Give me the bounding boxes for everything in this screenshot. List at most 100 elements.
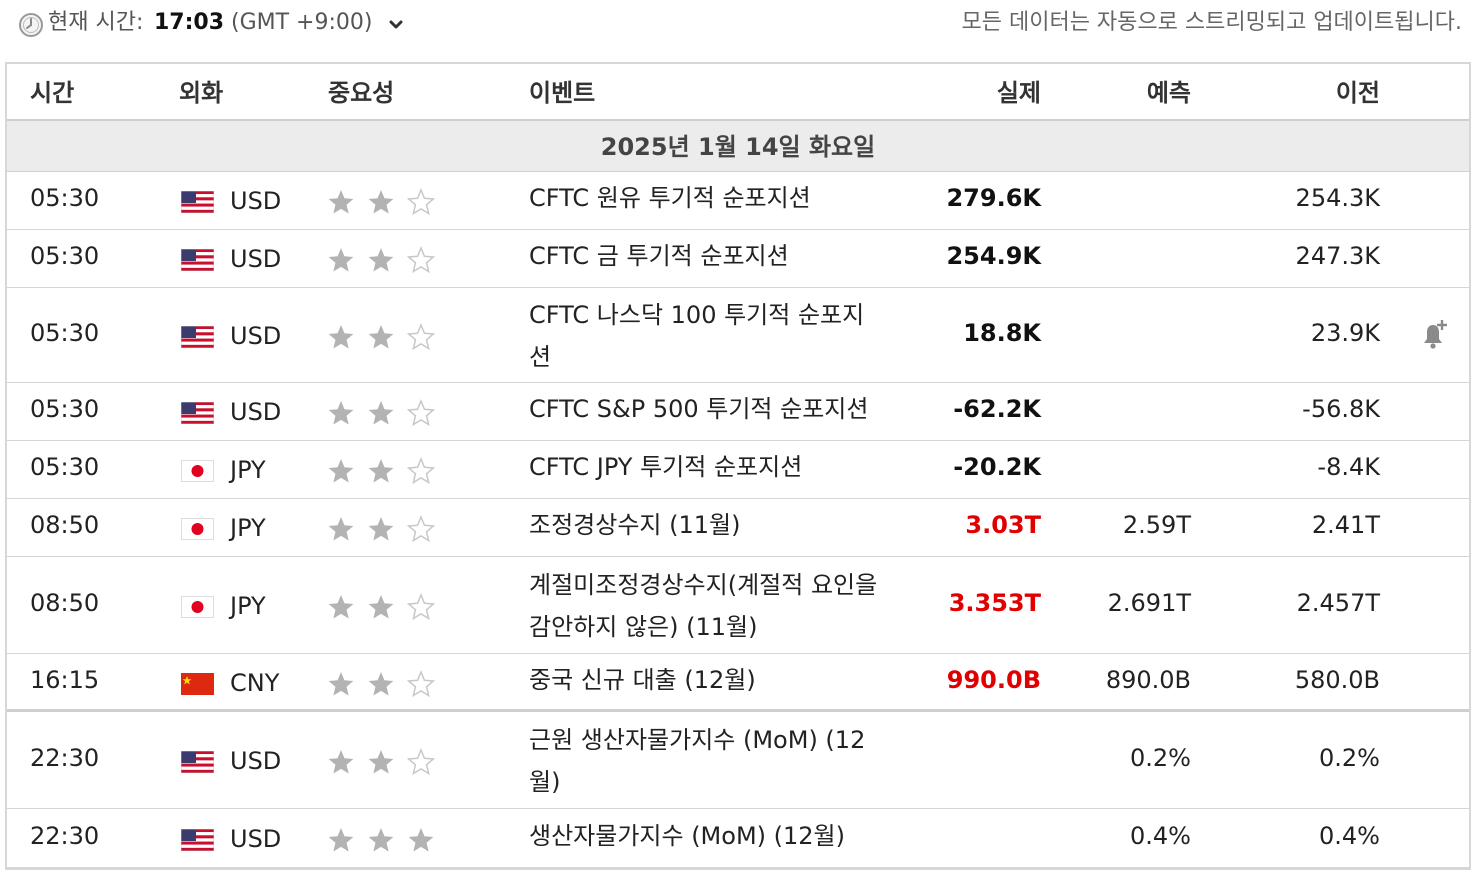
table-row[interactable]: 08:50 JPY 조정경상수지 (11월) 3.03T 2.59T 2.41T [7,499,1469,557]
star-filled-icon [328,190,354,214]
table-row[interactable]: 22:30 USD 근원 생산자물가지수 (MoM) (12 월) 0.2% 0.2% [7,712,1469,809]
table-row[interactable]: 05:30 USD CFTC 원유 투기적 순포지션 279.6K 254.3K [7,172,1469,230]
col-header-forecast[interactable]: 예측 [1146,79,1191,107]
current-time-label: 현재 시간: [48,10,144,35]
star-empty-icon [406,747,436,775]
event-name[interactable]: CFTC S&P 500 투기적 순포지션 [529,395,869,423]
star-filled-icon [328,401,354,425]
event-time: 16:15 [30,666,100,694]
table-row[interactable]: 05:30 USD CFTC S&P 500 투기적 순포지션 -62.2K -56.8… [7,383,1469,441]
actual-value: 254.9K [946,242,1041,270]
star-filled-icon [408,827,434,852]
event-name[interactable]: 조정경상수지 (11월) [529,511,741,539]
table-row[interactable]: 05:30 USD CFTC 나스닥 100 투기적 순포지 션 18.8K 23.9K [7,288,1469,383]
event-name[interactable]: CFTC JPY 투기적 순포지션 [529,453,803,481]
actual-value: 990.0B [946,666,1041,694]
currency-code: JPY [230,514,266,542]
event-time: 05:30 [30,242,100,270]
table-header: 시간 외화 중요성 이벤트 실제 예측 이전 [7,64,1469,121]
actual-value: -62.2K [953,395,1041,423]
star-filled-icon [368,594,394,619]
day-header-label: 2025년 1월 14일 화요일 [600,133,876,161]
event-name[interactable]: CFTC 원유 투기적 순포지션 [529,184,811,212]
importance-stars [326,592,436,623]
event-name[interactable]: CFTC 금 투기적 순포지션 [529,242,789,270]
importance-stars [326,670,436,700]
actual-value: 3.03T [965,511,1041,539]
importance-stars [326,515,436,545]
importance-stars [326,457,436,487]
table-row[interactable]: 16:15 CNY 중국 신규 대출 (12월) 990.0B 890.0B 580.0B [7,654,1469,712]
jp-flag-icon [181,595,214,618]
previous-value: 23.9K [1310,318,1380,347]
star-filled-icon [328,248,354,272]
event-name[interactable]: 생산자물가지수 (MoM) (12월) [529,821,845,850]
current-time-value: 17:03 [154,10,225,35]
importance-stars [326,747,436,778]
previous-value: 254.3K [1295,184,1380,212]
forecast-value: 0.4% [1130,821,1191,850]
jp-flag-icon [181,459,214,482]
event-time: 05:30 [30,453,100,481]
star-empty-icon [406,515,436,543]
event-time: 22:30 [30,743,100,772]
currency-code: USD [230,398,282,426]
economic-calendar-table: 시간 외화 중요성 이벤트 실제 예측 이전 2025년 1월 14일 화요일 … [5,62,1471,870]
star-filled-icon [368,749,394,774]
event-time: 05:30 [30,395,100,423]
bell-plus-icon[interactable] [1415,317,1451,351]
col-header-time[interactable]: 시간 [30,79,75,107]
star-empty-icon [406,322,436,350]
star-empty-icon [406,399,436,427]
star-filled-icon [328,594,354,619]
jp-flag-icon [181,517,214,540]
currency-code: USD [230,321,282,350]
event-name[interactable]: 계절미조정경상수지(계절적 요인을 감안하지 않은) (11월) [529,570,878,641]
star-filled-icon [368,672,394,696]
table-row[interactable]: 05:30 JPY CFTC JPY 투기적 순포지션 -20.2K -8.4K [7,441,1469,499]
previous-value: 580.0B [1294,666,1380,694]
col-header-event[interactable]: 이벤트 [529,79,596,107]
currency-code: JPY [230,591,266,620]
star-empty-icon [406,592,436,620]
table-row[interactable]: 22:30 USD 생산자물가지수 (MoM) (12월) 0.4% 0.4% [7,809,1469,868]
us-flag-icon [180,325,215,348]
importance-stars [326,246,436,276]
streaming-note: 모든 데이터는 자동으로 스트리밍되고 업데이트됩니다. [961,10,1463,35]
event-time: 08:50 [30,511,100,539]
star-filled-icon [368,517,394,541]
star-empty-icon [406,188,436,216]
star-filled-icon [328,459,354,483]
clock-icon [19,13,43,37]
importance-stars [326,399,436,429]
star-filled-icon [328,749,354,774]
col-header-previous[interactable]: 이전 [1335,79,1380,107]
table-row[interactable]: 08:50 JPY 계절미조정경상수지(계절적 요인을 감안하지 않은) (11월) 3… [7,557,1469,654]
cn-flag-icon [181,672,214,695]
event-name[interactable]: CFTC 나스닥 100 투기적 순포지 션 [529,300,865,371]
previous-value: 2.457T [1296,588,1380,617]
event-name[interactable]: 중국 신규 대출 (12월) [529,666,756,694]
currency-code: USD [230,824,282,853]
previous-value: 0.2% [1319,743,1380,772]
star-filled-icon [368,401,394,425]
forecast-value: 0.2% [1130,743,1191,772]
event-name[interactable]: 근원 생산자물가지수 (MoM) (12 월) [529,725,866,796]
col-header-actual[interactable]: 실제 [996,79,1041,107]
table-row[interactable]: 05:30 USD CFTC 금 투기적 순포지션 254.9K 247.3K [7,230,1469,288]
actual-value: 18.8K [963,318,1041,347]
timezone-selector[interactable]: (GMT +9:00) [231,10,373,35]
star-filled-icon [328,672,354,696]
star-empty-icon [406,457,436,485]
col-header-importance[interactable]: 중요성 [328,79,395,107]
us-flag-icon [180,401,215,425]
star-filled-icon [368,324,394,349]
previous-value: 2.41T [1311,511,1380,539]
event-time: 08:50 [30,588,100,617]
top-bar: 현재 시간: 17:03 (GMT +9:00) 모든 데이터는 자동으로 스트… [0,0,1476,46]
col-header-currency[interactable]: 외화 [179,79,224,107]
us-flag-icon [180,750,215,773]
previous-value: -8.4K [1317,453,1380,481]
forecast-value: 890.0B [1105,666,1191,694]
chevron-down-icon[interactable] [386,14,406,34]
